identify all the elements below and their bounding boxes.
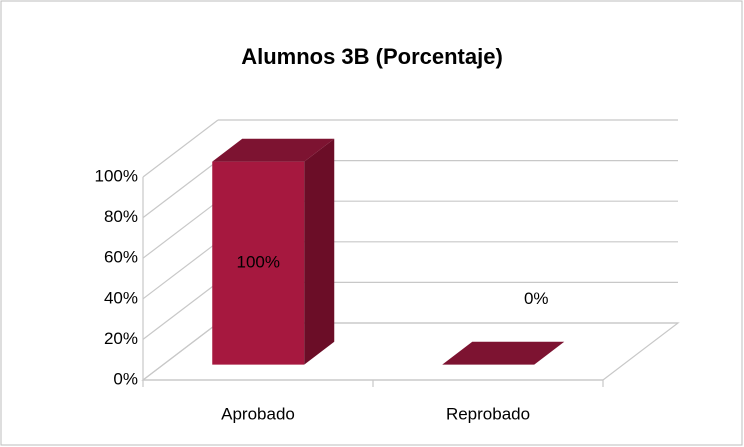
y-tick-label: 80% <box>104 207 138 226</box>
grid-line-side <box>142 200 219 259</box>
grid-line-side <box>142 160 219 219</box>
bar-front <box>212 161 305 365</box>
y-tick-label: 0% <box>113 369 138 388</box>
data-label: 0% <box>524 289 549 308</box>
chart-title: Alumnos 3B (Porcentaje) <box>241 44 503 69</box>
x-tick-label: Reprobado <box>446 404 530 423</box>
y-tick-label: 60% <box>104 248 138 267</box>
y-tick-label: 40% <box>104 288 138 307</box>
y-tick-label: 100% <box>95 166 138 185</box>
data-label: 100% <box>237 253 280 272</box>
grid-line-side <box>142 322 219 381</box>
grid-line-side <box>142 241 219 300</box>
bar-top <box>442 341 565 365</box>
bar-side <box>304 138 335 365</box>
grid-line-side <box>142 281 219 340</box>
bar-top <box>212 138 335 162</box>
y-tick-label: 20% <box>104 329 138 348</box>
x-tick-label: Aprobado <box>221 404 295 423</box>
grid-line-side <box>142 119 219 178</box>
